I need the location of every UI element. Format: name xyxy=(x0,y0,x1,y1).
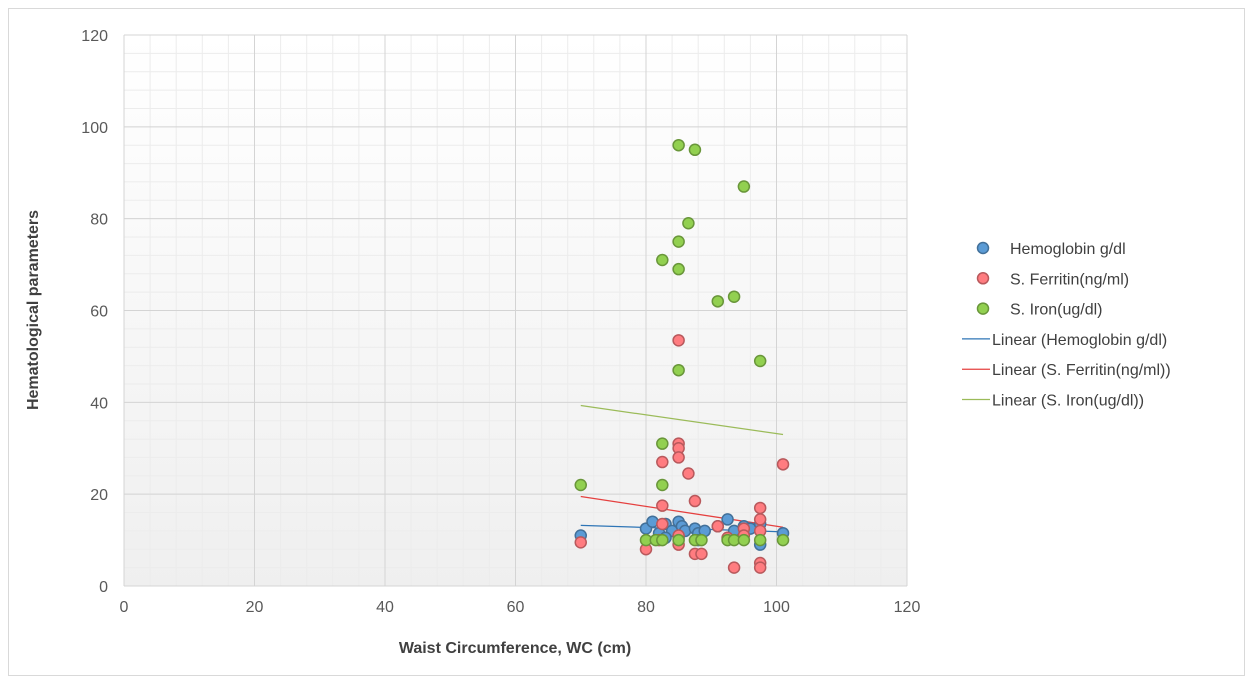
data-point xyxy=(753,513,767,526)
data-point xyxy=(753,561,767,574)
data-point xyxy=(656,517,669,531)
data-point xyxy=(753,533,767,547)
data-point xyxy=(672,262,685,276)
data-point xyxy=(682,217,695,230)
data-point xyxy=(737,180,751,193)
y-tick-label: 80 xyxy=(90,212,108,229)
data-point xyxy=(574,478,587,492)
legend-entry: Linear (S. Iron(ug/dl)) xyxy=(992,393,1144,410)
data-point xyxy=(682,467,695,480)
y-tick-label: 40 xyxy=(90,395,108,412)
legend-entry: Linear (Hemoglobin g/dl) xyxy=(992,332,1167,349)
data-point xyxy=(656,478,669,492)
x-tick-label: 0 xyxy=(120,599,129,616)
x-tick-label: 120 xyxy=(894,599,921,616)
y-tick-label: 100 xyxy=(81,120,108,137)
major-gridlines xyxy=(123,34,908,587)
data-points xyxy=(574,138,790,574)
data-point xyxy=(672,138,685,152)
trendline xyxy=(580,495,784,528)
data-point xyxy=(776,458,790,471)
x-axis-tick-labels: 0 20 40 60 80 100 120 xyxy=(120,599,921,616)
data-point xyxy=(753,501,767,515)
data-point xyxy=(688,494,702,508)
x-tick-label: 20 xyxy=(246,599,264,616)
data-point xyxy=(656,455,669,469)
legend-point-marker xyxy=(976,302,990,315)
legend-point-marker xyxy=(976,241,990,255)
legend-entry: S. Ferritin(ng/ml) xyxy=(1010,271,1129,288)
data-point xyxy=(695,533,708,547)
data-point xyxy=(672,533,685,547)
x-axis-title: Waist Circumference, WC (cm) xyxy=(399,640,631,657)
data-point xyxy=(737,533,751,547)
data-point xyxy=(688,143,702,157)
data-point xyxy=(672,451,685,464)
data-point xyxy=(695,547,708,561)
data-point xyxy=(574,536,587,549)
x-tick-label: 40 xyxy=(376,599,394,616)
data-point xyxy=(656,533,669,547)
y-tick-label: 20 xyxy=(90,487,108,504)
data-point xyxy=(753,354,767,368)
y-axis-title: Hematological parameters xyxy=(25,210,42,410)
data-point xyxy=(672,334,685,347)
data-point xyxy=(656,437,669,450)
data-point xyxy=(721,513,734,526)
data-point xyxy=(711,295,725,308)
legend-entry: Linear (S. Ferritin(ng/ml)) xyxy=(992,362,1171,379)
y-axis-tick-labels: 0 20 40 60 80 100 120 xyxy=(81,28,108,596)
data-point xyxy=(656,499,669,512)
y-tick-label: 0 xyxy=(99,579,108,596)
trendline xyxy=(580,404,784,436)
legend-entry: Hemoglobin g/dl xyxy=(1010,241,1126,258)
data-point xyxy=(711,520,725,533)
legend-point-marker xyxy=(976,272,990,285)
legend-entry: S. Iron(ug/dl) xyxy=(1010,302,1102,319)
data-point xyxy=(656,253,669,267)
data-point xyxy=(776,533,790,547)
x-tick-label: 60 xyxy=(507,599,525,616)
data-point xyxy=(672,363,685,377)
legend: Hemoglobin g/dl S. Ferritin(ng/ml) S. Iron… xyxy=(962,241,1171,410)
x-tick-label: 80 xyxy=(637,599,655,616)
data-point xyxy=(672,235,685,248)
y-tick-label: 120 xyxy=(81,28,108,45)
data-point xyxy=(727,290,741,303)
x-tick-label: 100 xyxy=(763,599,790,616)
data-point xyxy=(727,561,741,574)
y-tick-label: 60 xyxy=(90,304,108,321)
